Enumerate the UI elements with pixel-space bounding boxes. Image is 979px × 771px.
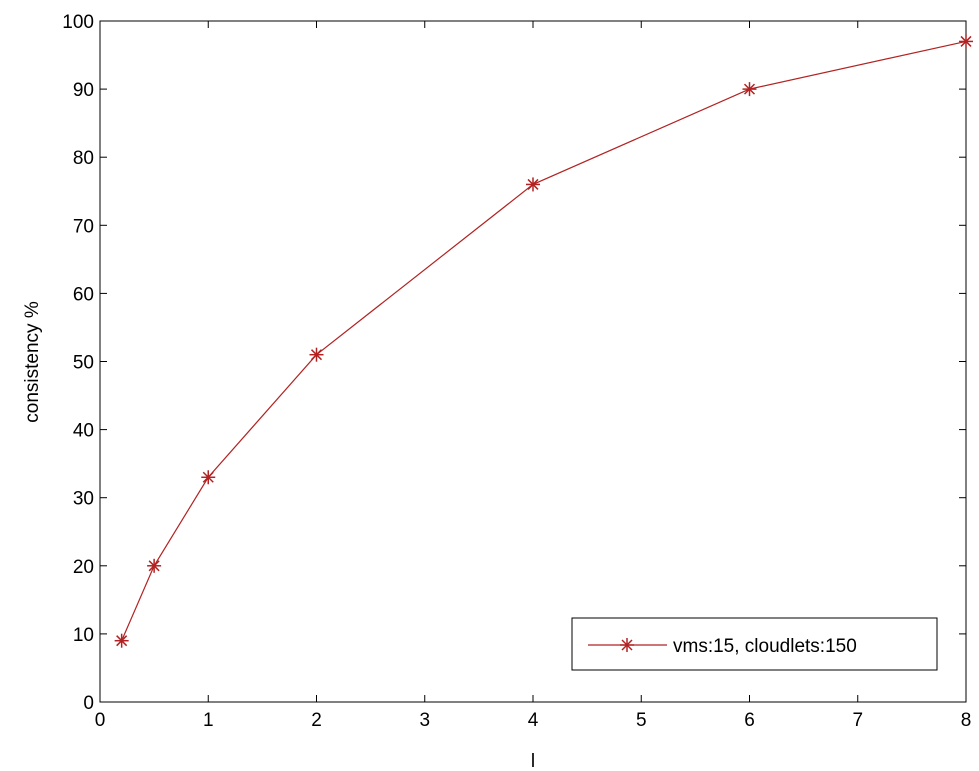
y-tick-label: 60 (73, 284, 94, 305)
legend-label: vms:15, cloudlets:150 (673, 636, 857, 657)
x-tick-label: 3 (419, 710, 430, 731)
x-tick-label: 6 (744, 710, 755, 731)
series-layer (114, 34, 973, 648)
y-tick-label: 0 (83, 693, 94, 714)
y-tick-label: 80 (73, 148, 94, 169)
x-tick-labels: 0 1 2 3 4 5 6 7 8 (95, 710, 972, 731)
x-tick-label: 7 (852, 710, 863, 731)
x-tick-label: 1 (203, 710, 214, 731)
y-tick-label: 70 (73, 216, 94, 237)
x-tick-label: 5 (636, 710, 647, 731)
x-tick-label: 4 (528, 710, 539, 731)
legend-box (571, 617, 938, 671)
legend-marker-glyph (620, 638, 634, 652)
x-tick-label: 2 (311, 710, 322, 731)
legend-marker (620, 638, 634, 652)
y-tick-label: 30 (73, 489, 94, 510)
data-point-marker (114, 633, 129, 648)
y-tick-labels: 0 10 20 30 40 50 60 70 80 90 100 (62, 12, 94, 714)
y-tick-label: 100 (62, 12, 94, 33)
y-tick-label: 40 (73, 421, 94, 442)
data-point-marker (309, 347, 324, 362)
data-point-marker (201, 470, 216, 485)
y-tick-label: 10 (73, 625, 94, 646)
data-point-marker (742, 82, 757, 97)
plot-area (99, 20, 967, 703)
x-tick-label: 8 (961, 710, 972, 731)
y-axis-label: consistency % (22, 301, 43, 423)
data-point-marker (526, 177, 540, 192)
x-tick-label: 0 (95, 710, 106, 731)
y-tick-label: 90 (73, 80, 94, 101)
axis-ticks (99, 20, 967, 703)
y-tick-label: 20 (73, 557, 94, 578)
data-point-marker (959, 34, 973, 49)
y-tick-label: 50 (73, 353, 94, 374)
data-point-marker (147, 558, 162, 573)
x-axis-label: l (531, 751, 535, 771)
legend: vms:15, cloudlets:150 (571, 617, 938, 671)
